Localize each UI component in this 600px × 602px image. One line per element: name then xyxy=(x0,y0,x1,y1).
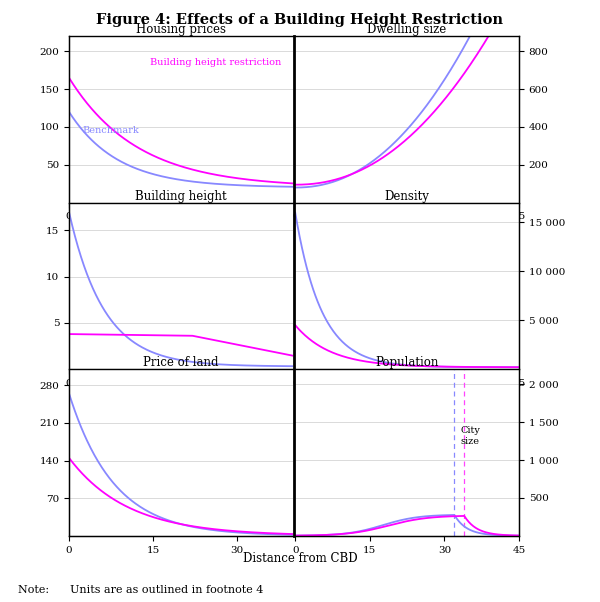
Title: Density: Density xyxy=(385,190,430,203)
Text: Note:      Units are as outlined in footnote 4: Note: Units are as outlined in footnote … xyxy=(18,585,263,595)
Title: Population: Population xyxy=(376,356,439,369)
Text: City
size: City size xyxy=(460,426,480,445)
Title: Price of land: Price of land xyxy=(143,356,218,369)
Title: Building height: Building height xyxy=(135,190,227,203)
Text: Figure 4: Effects of a Building Height Restriction: Figure 4: Effects of a Building Height R… xyxy=(97,13,503,26)
Text: Distance from CBD: Distance from CBD xyxy=(242,551,358,565)
Title: Housing prices: Housing prices xyxy=(136,23,226,36)
Text: Building height restriction: Building height restriction xyxy=(149,58,281,67)
Text: Benchmark: Benchmark xyxy=(82,126,139,135)
Title: Dwelling size: Dwelling size xyxy=(367,23,447,36)
